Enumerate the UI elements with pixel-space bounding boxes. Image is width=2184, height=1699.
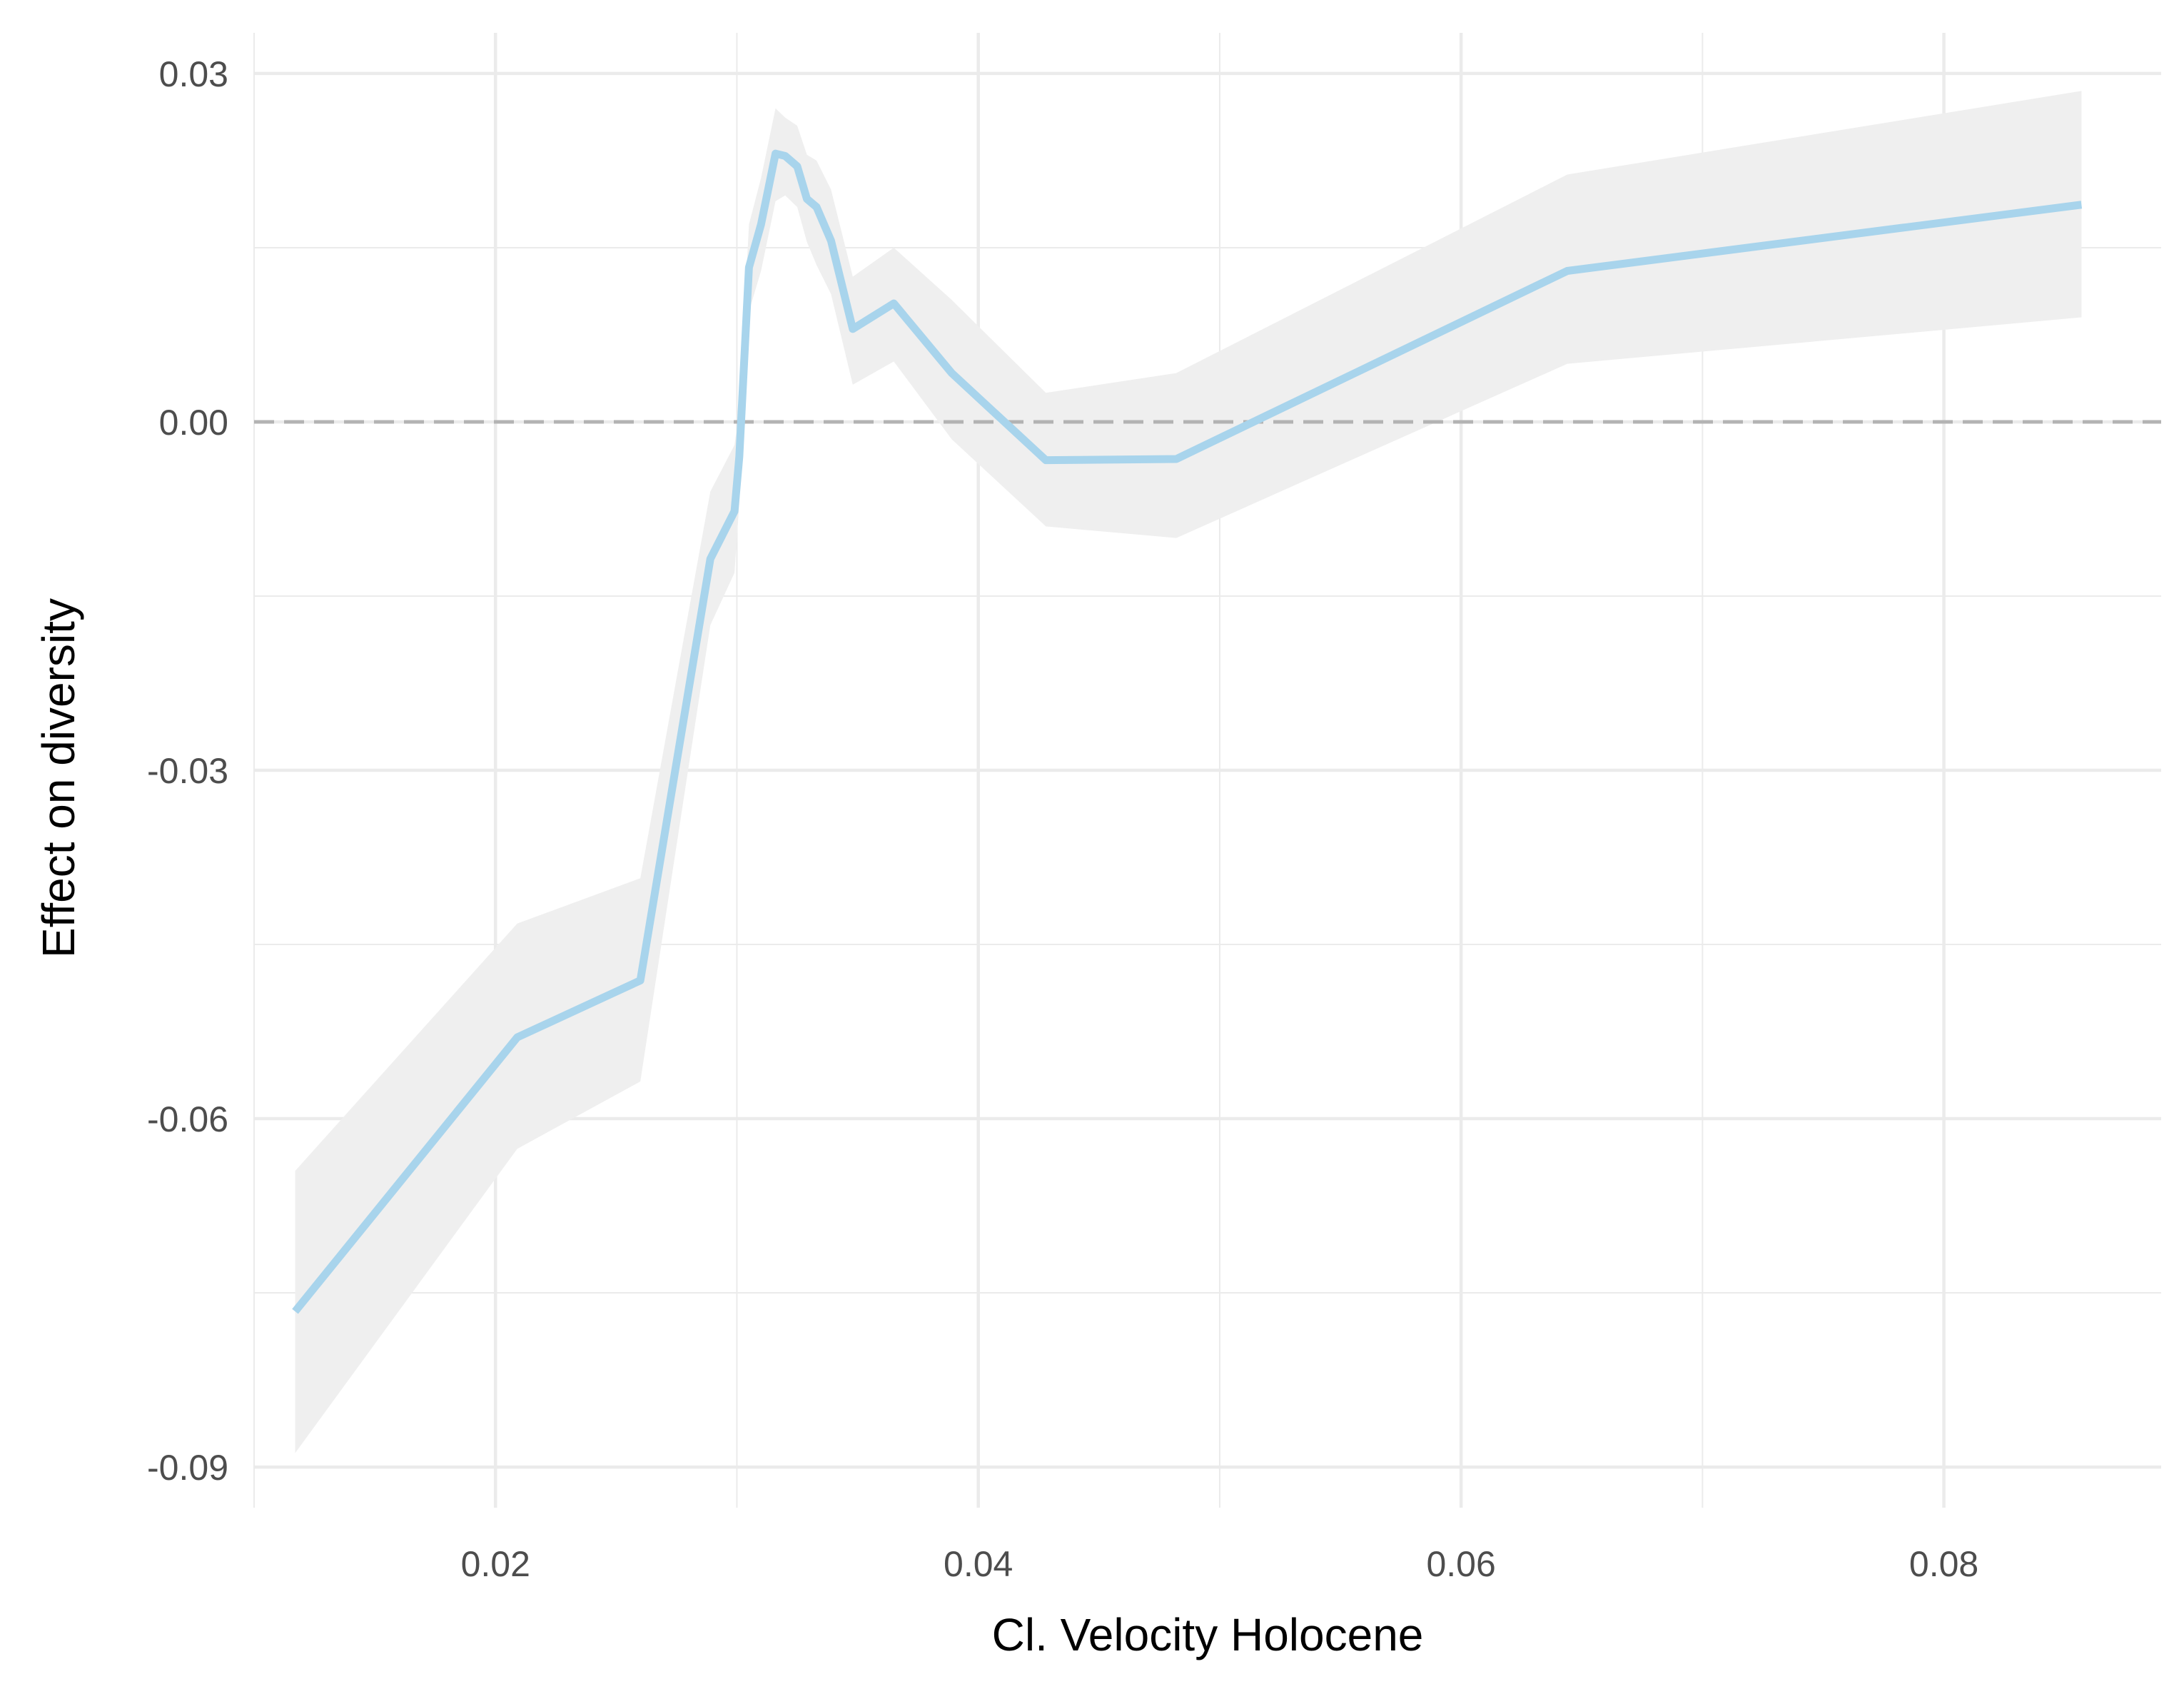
x-tick-label: 0.04 — [944, 1544, 1013, 1584]
confidence-band — [295, 91, 2082, 1453]
y-tick-label: 0.00 — [159, 403, 228, 443]
x-tick-label: 0.08 — [1909, 1544, 1978, 1584]
y-tick-label: -0.03 — [147, 751, 228, 791]
series-lines — [292, 149, 2083, 1314]
x-tick-labels: 0.02 0.04 0.06 0.08 — [461, 1544, 1979, 1584]
y-tick-label: -0.09 — [147, 1448, 228, 1488]
x-axis-title: Cl. Velocity Holocene — [992, 1609, 1424, 1660]
confidence-band-area — [295, 91, 2082, 1453]
y-tick-labels: 0.03 0.00 -0.03 -0.06 -0.09 — [147, 54, 228, 1488]
x-tick-label: 0.06 — [1426, 1544, 1495, 1584]
series-line — [292, 149, 2083, 1314]
y-tick-label: -0.06 — [147, 1099, 228, 1139]
y-tick-label: 0.03 — [159, 54, 228, 94]
x-tick-label: 0.02 — [461, 1544, 530, 1584]
y-axis-title: Effect on diversity — [33, 598, 84, 958]
